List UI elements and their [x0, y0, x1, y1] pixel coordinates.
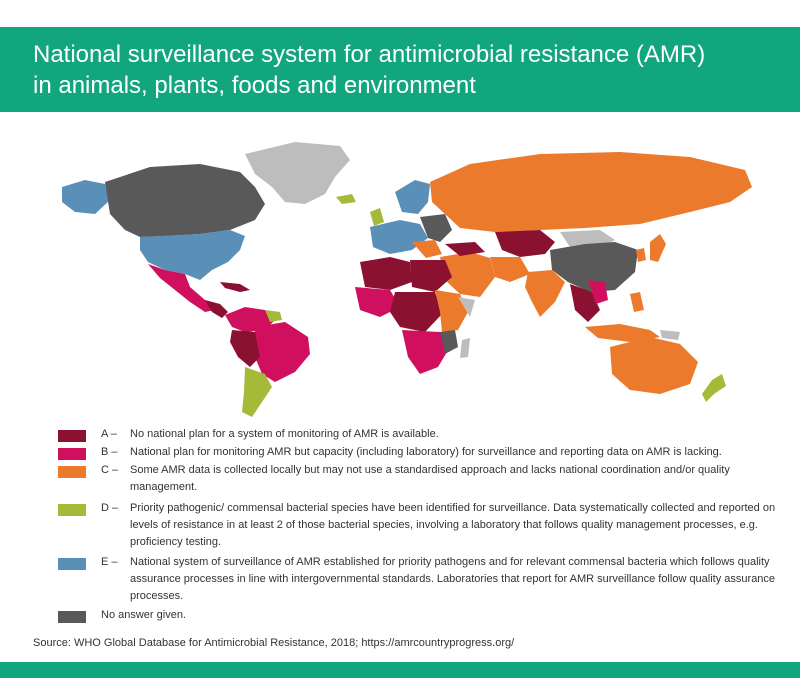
region-china [550, 242, 638, 292]
region-north-africa-east [410, 260, 452, 292]
region-central-america [205, 300, 228, 318]
title-banner: National surveillance system for antimic… [0, 27, 800, 112]
legend-text-b: National plan for monitoring AMR but cap… [130, 446, 722, 458]
region-indochina [588, 280, 608, 304]
region-turkey-caucasus [445, 242, 485, 256]
legend-text-e: National system of surveillance of AMR e… [130, 556, 776, 602]
region-caribbean [220, 282, 250, 292]
region-eastern-europe [420, 214, 452, 242]
region-alaska [62, 180, 110, 214]
region-korea [636, 248, 646, 262]
legend-code-e: E – [101, 556, 118, 568]
region-east-africa [435, 290, 468, 332]
region-japan [650, 234, 666, 262]
region-brazil [255, 322, 310, 382]
legend-code-d: D – [101, 502, 119, 514]
legend-code-c: C – [101, 464, 119, 476]
legend-text-c: Some AMR data is collected locally but m… [130, 464, 730, 493]
legend-swatch-d [58, 504, 86, 516]
world-map [62, 142, 752, 417]
region-greenland [245, 142, 350, 204]
source-note: Source: WHO Global Database for Antimicr… [33, 637, 515, 649]
region-west-africa [355, 287, 400, 317]
region-mozambique [440, 330, 458, 354]
region-madagascar [460, 338, 470, 358]
region-usa [140, 230, 245, 280]
legend-text-no-answer: No answer given. [101, 609, 186, 621]
legend-swatch-e [58, 558, 86, 570]
legend-swatch-c [58, 466, 86, 478]
region-balkans [412, 240, 442, 258]
legend-swatch-a [58, 430, 86, 442]
region-western-europe [370, 220, 428, 254]
region-iran-afghanistan [490, 257, 530, 282]
region-philippines [630, 292, 644, 312]
region-australia [610, 337, 698, 394]
title-line-2: in animals, plants, foods and environmen… [33, 72, 476, 99]
region-india [525, 270, 565, 317]
region-guianas [265, 310, 282, 322]
region-papua-new-guinea [660, 330, 680, 340]
region-horn-of-africa [458, 297, 475, 317]
legend-code-b: B – [101, 446, 118, 458]
region-canada [105, 164, 265, 237]
footer-bar [0, 662, 800, 678]
legend-text-d: Priority pathogenic/ commensal bacterial… [130, 502, 776, 548]
legend-text-a: No national plan for a system of monitor… [130, 428, 439, 440]
legend-code-a: A – [101, 428, 117, 440]
region-peru-bolivia [230, 330, 260, 367]
region-russia [430, 152, 752, 232]
map-title: National surveillance system for antimic… [33, 39, 705, 101]
legend-swatch-no-answer [58, 611, 86, 623]
region-southern-africa [402, 330, 450, 374]
region-kazakhstan [495, 230, 555, 257]
region-indonesia [585, 324, 660, 342]
region-new-zealand [702, 374, 726, 402]
region-uk [370, 208, 384, 226]
region-north-africa-west [360, 257, 412, 290]
region-central-africa [390, 292, 442, 332]
region-mexico [148, 264, 215, 312]
region-iceland [336, 194, 356, 204]
legend-swatch-b [58, 448, 86, 460]
region-argentina-chile [242, 367, 272, 417]
region-scandinavia [395, 180, 430, 214]
title-line-1: National surveillance system for antimic… [33, 41, 706, 68]
region-middle-east [440, 252, 495, 297]
